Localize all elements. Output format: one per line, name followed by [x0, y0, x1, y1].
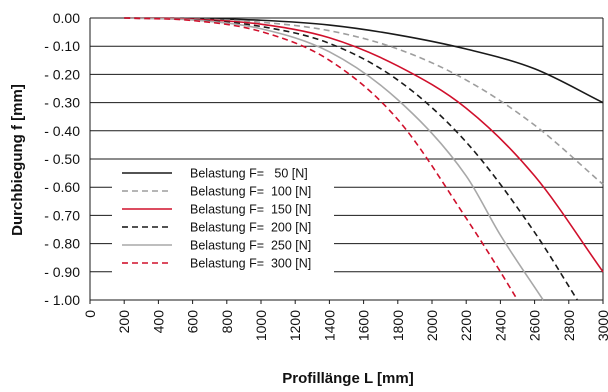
x-tick-label: 2000 [424, 310, 440, 341]
y-tick-label: 0.00 [53, 10, 80, 26]
y-axis-title: Durchbiegung f [mm] [9, 84, 26, 236]
series-line-2 [124, 17, 604, 185]
x-tick-label: 1000 [253, 310, 269, 341]
axes [89, 18, 604, 304]
y-tick-label: - 0.20 [44, 66, 80, 82]
x-tick-label: 200 [116, 310, 132, 334]
series-line-6 [124, 17, 519, 301]
x-tick-label: 600 [185, 310, 201, 334]
y-tick-label: - 0.60 [44, 179, 80, 195]
y-tick-label: - 0.10 [44, 38, 80, 54]
series-line-3 [124, 17, 604, 273]
y-tick-label: - 0.50 [44, 151, 80, 167]
legend-label-4: Belastung F= 200 [N] [190, 221, 311, 235]
x-tick-labels: 0 200 400 600 800 1000 1200 1400 1600 1800 2000 220… [82, 310, 608, 341]
series-line-5 [124, 17, 544, 301]
x-tick-label: 400 [150, 310, 166, 334]
legend: Belastung F= 50 [N] Belastung F= 100 [N] B… [112, 163, 334, 275]
x-tick-label: 2800 [561, 310, 577, 341]
x-tick-label: 800 [219, 310, 235, 334]
y-tick-label: - 1.00 [44, 292, 80, 308]
x-tick-label: 0 [82, 310, 98, 318]
legend-label-1: Belastung F= 50 [N] [190, 167, 308, 181]
legend-label-2: Belastung F= 100 [N] [190, 185, 311, 199]
x-axis-title: Profillänge L [mm] [282, 370, 413, 387]
x-tick-label: 2600 [527, 310, 543, 341]
y-tick-label: - 0.90 [44, 264, 80, 280]
x-tick-label: 1600 [356, 310, 372, 341]
y-tick-label: - 0.70 [44, 207, 80, 223]
x-tick-label: 1400 [321, 310, 337, 341]
legend-label-6: Belastung F= 300 [N] [190, 257, 311, 271]
y-tick-labels: 0.00 - 0.10 - 0.20 - 0.30 - 0.40 - 0.50 - 0.60… [44, 10, 80, 308]
y-tick-label: - 0.40 [44, 123, 80, 139]
series-line-1 [124, 17, 604, 104]
x-tick-label: 2400 [492, 310, 508, 341]
y-tick-label: - 0.30 [44, 95, 80, 111]
y-tick-label: - 0.80 [44, 236, 80, 252]
x-tick-label: 1800 [390, 310, 406, 341]
x-tick-label: 1200 [287, 310, 303, 341]
x-tick-label: 2200 [458, 310, 474, 341]
legend-label-5: Belastung F= 250 [N] [190, 239, 311, 253]
x-tick-label: 3000 [595, 310, 608, 341]
legend-label-3: Belastung F= 150 [N] [190, 203, 311, 217]
series-lines [124, 17, 604, 301]
legend-background [112, 163, 334, 275]
